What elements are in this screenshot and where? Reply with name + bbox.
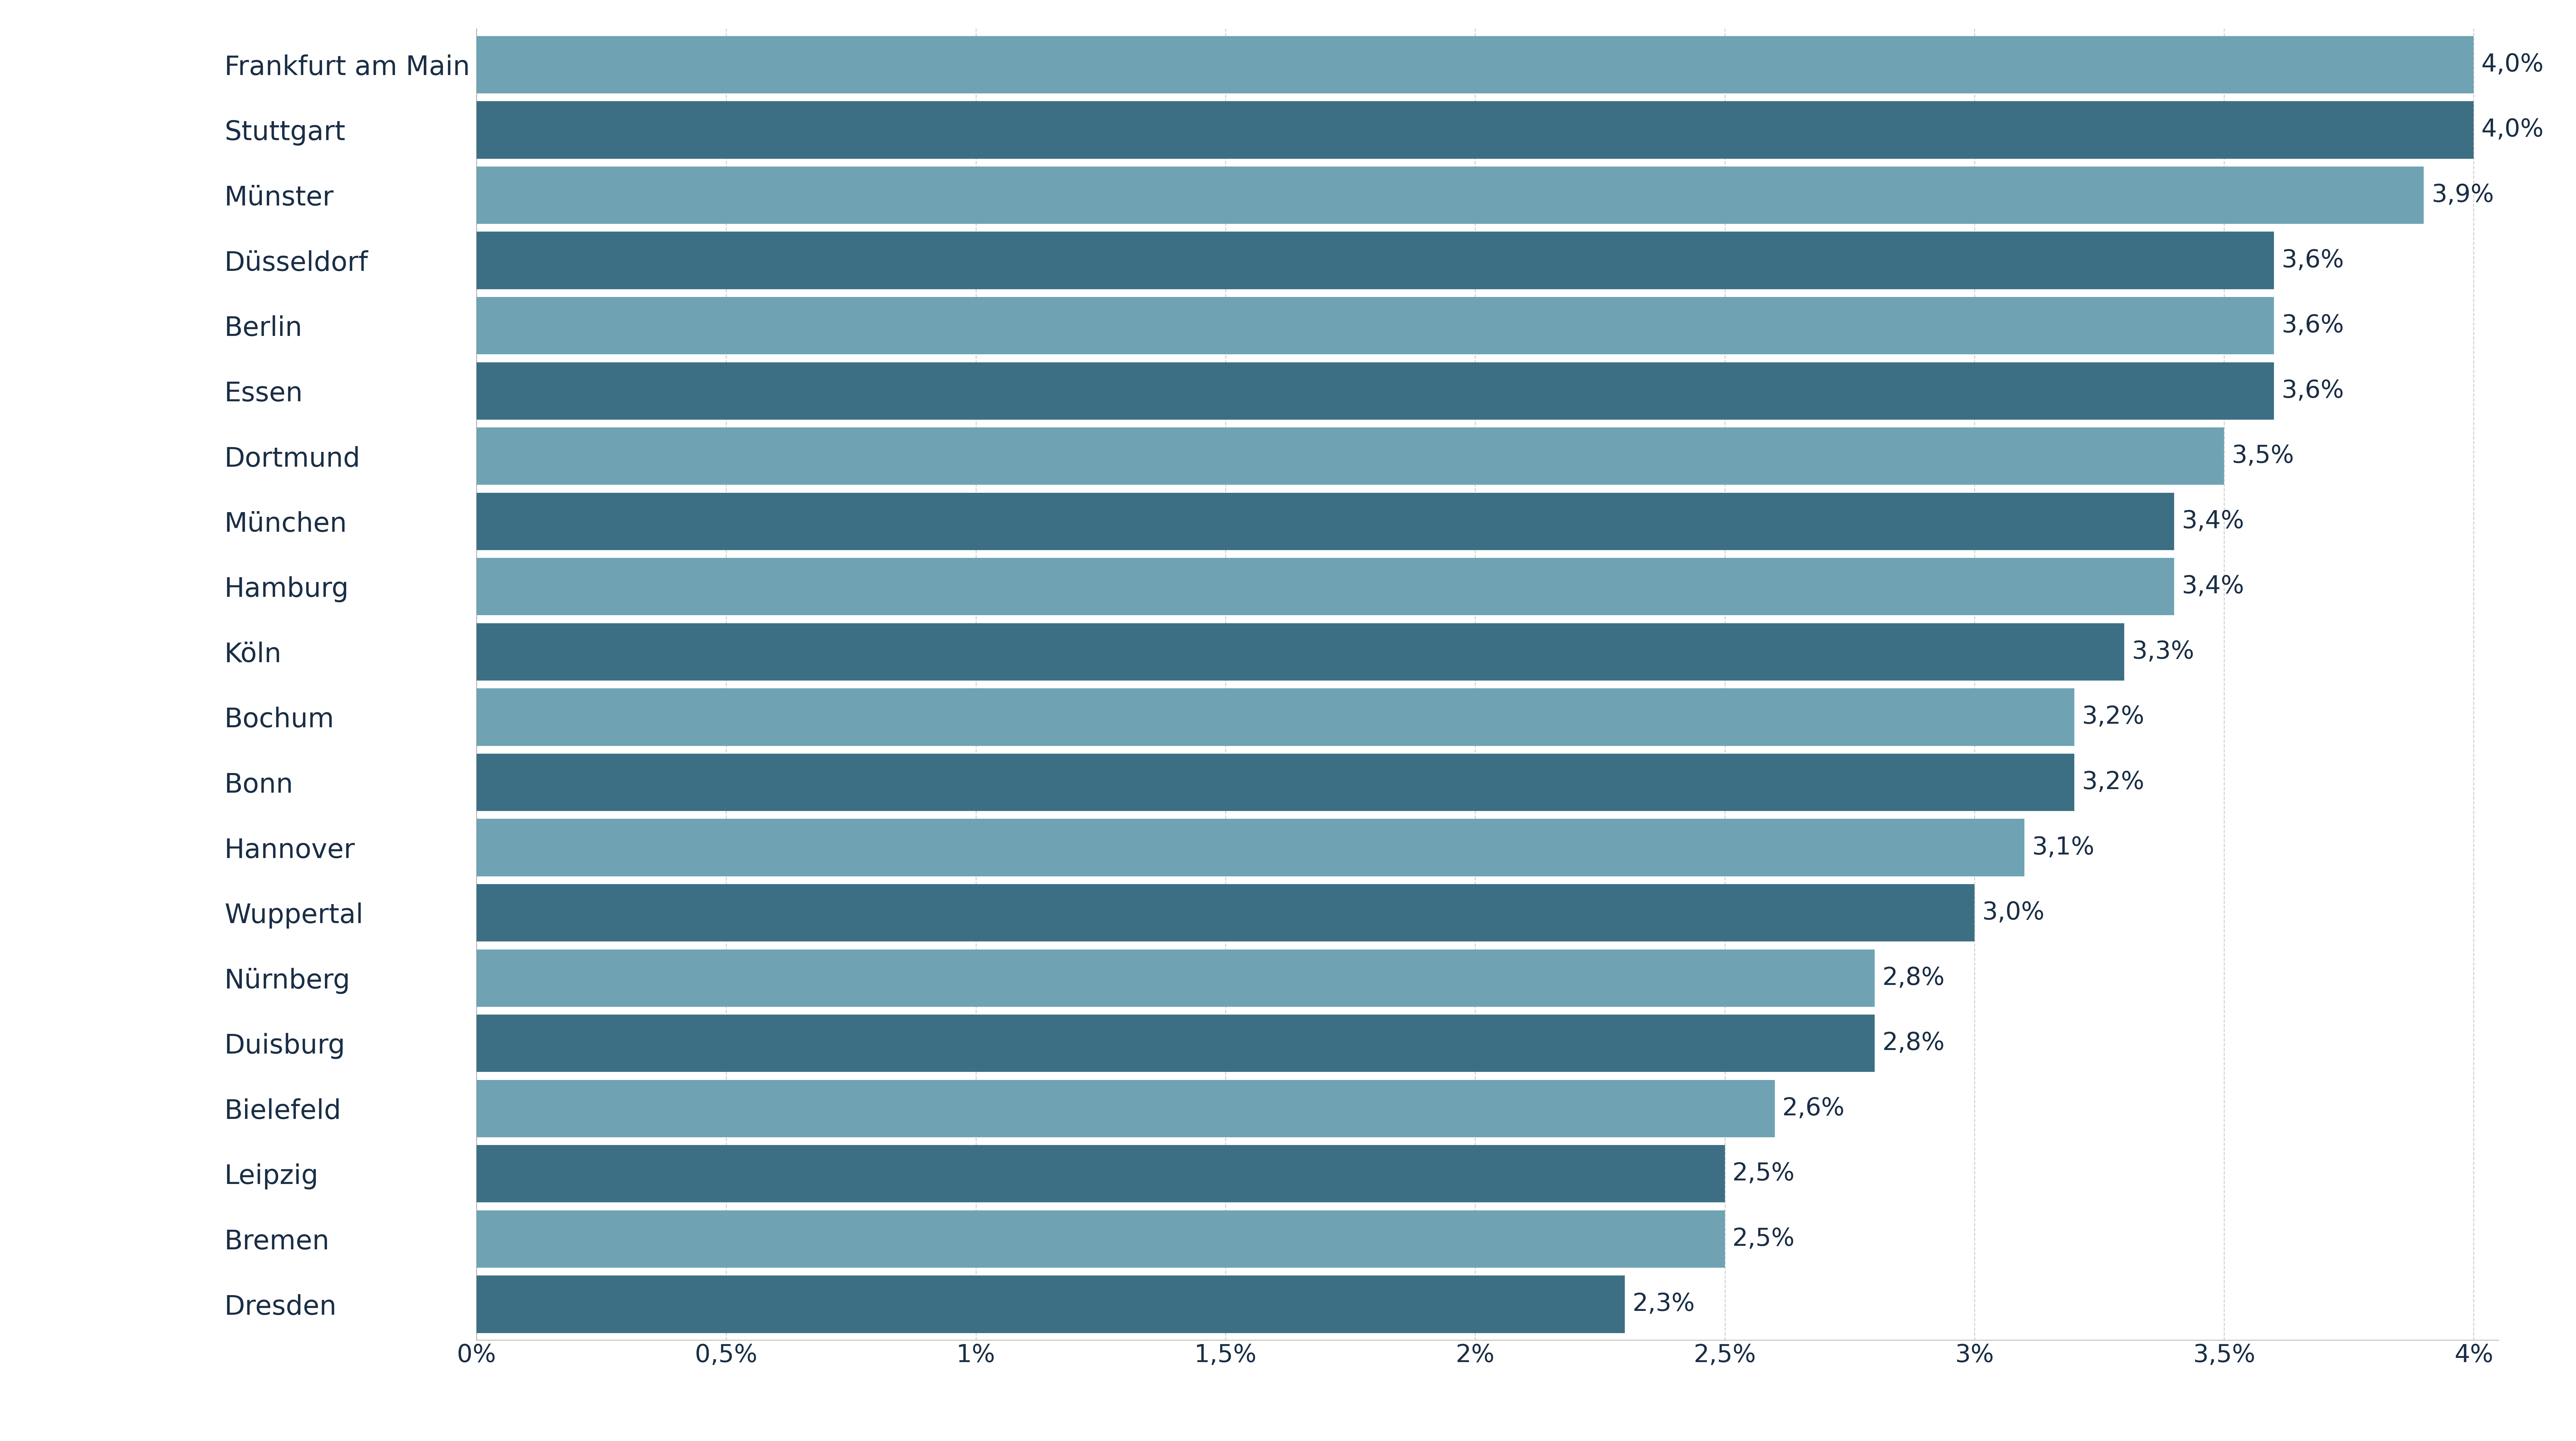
Bar <box>477 362 2275 419</box>
Text: 2,5%: 2,5% <box>1731 1228 1795 1251</box>
Text: 3,5%: 3,5% <box>2231 444 2295 468</box>
Text: 2,8%: 2,8% <box>1883 965 1945 990</box>
Text: 3,4%: 3,4% <box>2182 510 2244 533</box>
Bar <box>477 950 1875 1007</box>
Text: 2,8%: 2,8% <box>1883 1032 1945 1055</box>
Bar <box>477 1210 1726 1268</box>
Bar <box>477 558 2174 615</box>
Text: 3,2%: 3,2% <box>2081 771 2143 794</box>
Bar <box>477 1146 1726 1202</box>
Text: 3,6%: 3,6% <box>2282 248 2344 272</box>
Bar <box>477 885 1973 941</box>
Bar <box>477 1275 1625 1333</box>
Text: 3,0%: 3,0% <box>1981 901 2045 925</box>
Bar <box>477 428 2223 484</box>
Text: 4,0%: 4,0% <box>2481 53 2543 76</box>
Text: 3,1%: 3,1% <box>2032 836 2094 859</box>
Text: 3,3%: 3,3% <box>2133 640 2195 664</box>
Text: 3,9%: 3,9% <box>2432 183 2494 208</box>
Bar <box>477 689 2074 746</box>
Text: 3,6%: 3,6% <box>2282 379 2344 403</box>
Bar <box>477 101 2473 159</box>
Text: 2,6%: 2,6% <box>1783 1097 1844 1121</box>
Text: 3,6%: 3,6% <box>2282 314 2344 337</box>
Text: 3,4%: 3,4% <box>2182 575 2244 598</box>
Text: 4,0%: 4,0% <box>2481 118 2543 141</box>
Bar <box>477 623 2125 680</box>
Text: 3,2%: 3,2% <box>2081 705 2143 729</box>
Bar <box>477 232 2275 290</box>
Bar <box>477 1079 1775 1137</box>
Bar <box>477 167 2424 223</box>
Bar <box>477 1014 1875 1072</box>
Text: 2,5%: 2,5% <box>1731 1161 1795 1186</box>
Bar <box>477 36 2473 94</box>
Bar <box>477 493 2174 550</box>
Text: 2,3%: 2,3% <box>1633 1293 1695 1316</box>
Bar <box>477 754 2074 811</box>
Bar <box>477 818 2025 876</box>
Bar <box>477 297 2275 354</box>
